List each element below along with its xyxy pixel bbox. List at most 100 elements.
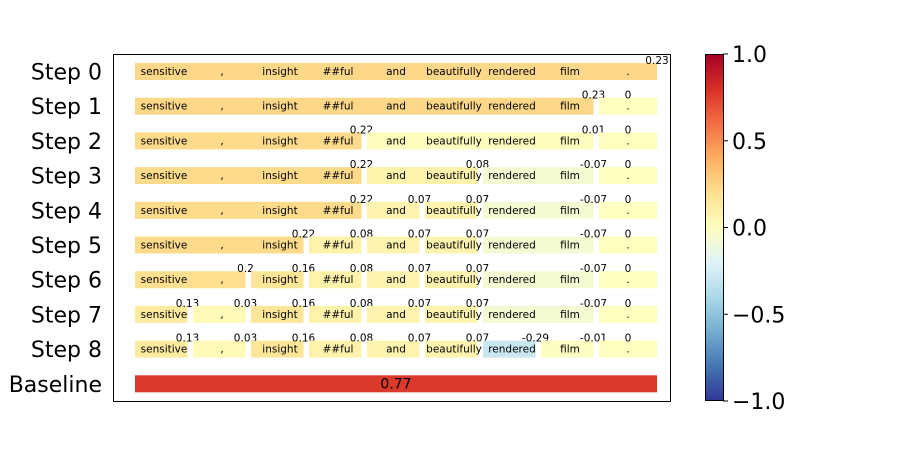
token-label: insight <box>262 205 297 217</box>
attribution-segment <box>483 340 536 358</box>
segment-value-label: 0 <box>625 298 632 310</box>
token-label: beautifully <box>426 344 482 356</box>
segment-value-label: 0 <box>625 194 632 206</box>
token-label: insight <box>262 101 297 113</box>
attribution-segment <box>367 201 420 219</box>
attribution-segment <box>599 236 657 254</box>
token-label: sensitive <box>141 170 188 182</box>
attribution-segment <box>483 167 594 185</box>
token-label: beautifully <box>426 240 482 252</box>
attribution-segment <box>425 201 478 219</box>
attribution-segment <box>193 340 246 358</box>
token-label: . <box>626 274 629 286</box>
baseline-label: Baseline <box>9 373 102 398</box>
segment-value-label: 0 <box>625 229 632 241</box>
token-label: and <box>386 170 406 182</box>
token-label: rendered <box>488 135 536 147</box>
attribution-segment <box>367 236 420 254</box>
attribution-segment <box>599 167 657 185</box>
attribution-segment <box>599 340 657 358</box>
segment-value-label: 0 <box>625 263 632 275</box>
token-label: ##ful <box>323 101 354 113</box>
token-label: , <box>220 135 223 147</box>
attribution-segment <box>599 271 657 289</box>
row-label: Step 6 <box>31 269 102 294</box>
token-label: film <box>560 344 580 356</box>
token-label: film <box>560 66 580 78</box>
token-label: rendered <box>488 170 536 182</box>
attribution-segment <box>309 271 362 289</box>
attribution-segment <box>135 271 246 289</box>
token-label: rendered <box>488 66 536 78</box>
segment-value-label: 0.23 <box>645 55 668 67</box>
token-label: sensitive <box>141 101 188 113</box>
attribution-segment <box>367 305 420 323</box>
token-label: , <box>220 205 223 217</box>
colorbar-tick-label: 0.0 <box>732 217 767 242</box>
row-label: Step 3 <box>31 165 102 190</box>
colorbar: 1.0 0.5 0.0 −0.5 −1.0 <box>705 43 785 415</box>
token-label: beautifully <box>426 274 482 286</box>
token-label: , <box>220 274 223 286</box>
token-label: , <box>220 66 223 78</box>
token-label: . <box>626 240 629 252</box>
token-label: insight <box>262 309 297 321</box>
attribution-segment <box>367 271 420 289</box>
attribution-segment <box>309 236 362 254</box>
axes-frame <box>113 54 671 402</box>
token-label: film <box>560 274 580 286</box>
token-label: beautifully <box>426 135 482 147</box>
token-label: film <box>560 240 580 252</box>
segment-value-label: 0 <box>625 124 632 136</box>
token-label: film <box>560 205 580 217</box>
token-label: . <box>626 66 629 78</box>
attribution-segment <box>483 271 594 289</box>
token-label: film <box>560 135 580 147</box>
token-label: sensitive <box>141 66 188 78</box>
attribution-segment <box>599 132 657 150</box>
token-label: , <box>220 309 223 321</box>
attribution-segment <box>251 271 304 289</box>
attribution-segment <box>251 305 304 323</box>
baseline-value-label: 0.77 <box>380 376 411 392</box>
token-label: sensitive <box>141 344 188 356</box>
attribution-segment <box>251 340 304 358</box>
attribution-segment <box>193 305 246 323</box>
token-label: insight <box>262 344 297 356</box>
token-label: ##ful <box>323 274 354 286</box>
token-label: . <box>626 309 629 321</box>
attribution-segment <box>135 97 594 115</box>
token-label: film <box>560 170 580 182</box>
token-label: beautifully <box>426 66 482 78</box>
token-label: sensitive <box>141 309 188 321</box>
token-label: rendered <box>488 309 536 321</box>
attribution-segment <box>425 236 478 254</box>
token-label: sensitive <box>141 240 188 252</box>
token-label: rendered <box>488 274 536 286</box>
colorbar-tick-label: −0.5 <box>732 303 785 328</box>
token-label: ##ful <box>323 170 354 182</box>
row-label: Step 2 <box>31 130 102 155</box>
attribution-segment <box>367 340 420 358</box>
token-label: . <box>626 170 629 182</box>
row-label: Step 8 <box>31 338 102 363</box>
row-label: Step 7 <box>31 303 102 328</box>
token-label: ##ful <box>323 240 354 252</box>
token-label: ##ful <box>323 344 354 356</box>
token-label: sensitive <box>141 205 188 217</box>
attribution-segment <box>135 167 362 185</box>
segment-value-label: 0 <box>625 333 632 345</box>
token-label: rendered <box>488 101 536 113</box>
token-label: rendered <box>488 240 536 252</box>
row-label: Step 1 <box>31 95 102 120</box>
token-label: and <box>386 66 406 78</box>
token-label: insight <box>262 66 297 78</box>
token-label: insight <box>262 135 297 147</box>
token-label: insight <box>262 274 297 286</box>
attribution-segment <box>309 340 362 358</box>
token-label: . <box>626 135 629 147</box>
attribution-segment <box>483 201 594 219</box>
token-label: ##ful <box>323 205 354 217</box>
attribution-segment <box>135 340 188 358</box>
